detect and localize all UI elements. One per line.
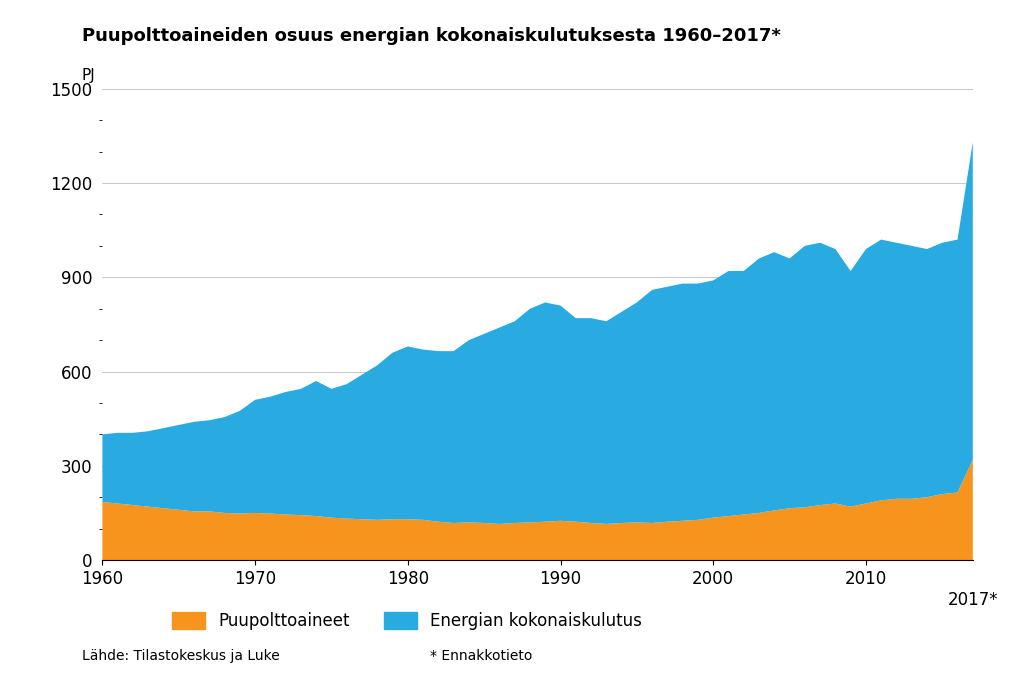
Text: Puupolttoaineiden osuus energian kokonaiskulutuksesta 1960–2017*: Puupolttoaineiden osuus energian kokonai… — [82, 27, 780, 45]
Text: Lähde: Tilastokeskus ja Luke: Lähde: Tilastokeskus ja Luke — [82, 649, 280, 663]
Text: 2017*: 2017* — [947, 591, 998, 609]
Text: PJ: PJ — [82, 68, 95, 83]
Text: * Ennakkotieto: * Ennakkotieto — [430, 649, 532, 663]
Legend: Puupolttoaineet, Energian kokonaiskulutus: Puupolttoaineet, Energian kokonaiskulutu… — [165, 605, 649, 637]
